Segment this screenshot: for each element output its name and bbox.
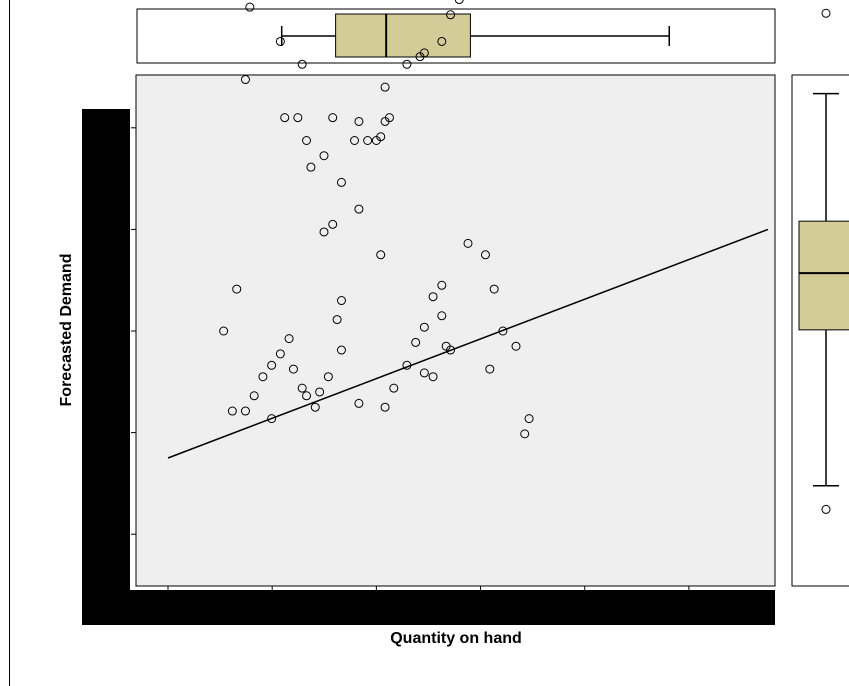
y-axis-title: Forecasted Demand (58, 254, 75, 407)
data-point (363, 136, 373, 145)
data-point (297, 59, 307, 69)
data-point (380, 82, 390, 92)
data-point (249, 391, 259, 401)
right-boxplot (798, 8, 849, 514)
data-point (240, 75, 250, 85)
scatter-points (219, 0, 534, 439)
data-point (402, 360, 412, 370)
data-point (336, 345, 346, 355)
right-outlier-low (821, 504, 831, 514)
top-boxplot (280, 13, 670, 58)
data-point (336, 177, 346, 187)
data-point (380, 116, 390, 126)
frame-left-edge (9, 0, 10, 686)
data-point (245, 2, 255, 12)
data-point (328, 219, 338, 229)
data-point (319, 151, 329, 161)
data-point (380, 402, 390, 412)
plot-area (135, 74, 776, 587)
data-point (227, 406, 237, 416)
data-point (280, 113, 290, 123)
data-point (219, 326, 229, 336)
data-point (402, 59, 412, 69)
data-point (267, 360, 277, 370)
data-point (437, 36, 447, 46)
data-point (288, 364, 298, 374)
data-point (354, 398, 364, 408)
data-point (463, 238, 473, 248)
data-point (389, 383, 399, 393)
data-point (306, 162, 316, 172)
data-point (480, 250, 490, 260)
data-point (232, 284, 242, 294)
y-axis-band (82, 109, 130, 625)
data-point (315, 387, 325, 397)
data-point (411, 337, 421, 347)
top-box (335, 13, 471, 58)
data-point (489, 284, 499, 294)
data-point (297, 383, 307, 393)
data-point (319, 227, 329, 237)
data-point (524, 414, 534, 424)
data-point (323, 372, 333, 382)
data-point (293, 113, 303, 123)
data-point (240, 406, 250, 416)
right-outlier-high (821, 8, 831, 18)
data-point (284, 334, 294, 344)
data-point (328, 113, 338, 123)
x-axis-band (82, 590, 775, 625)
data-point (258, 372, 268, 382)
data-point (415, 52, 425, 62)
data-point (267, 414, 277, 424)
data-point (350, 136, 360, 145)
x-axis-title: Quantity on hand (390, 630, 522, 647)
data-point (354, 116, 364, 126)
data-point (275, 36, 285, 46)
right-boxplot-panel (791, 74, 849, 587)
data-point (376, 132, 386, 142)
data-point (446, 10, 456, 20)
data-point (302, 136, 312, 145)
data-point (437, 280, 447, 290)
right-box (798, 220, 849, 331)
data-point (310, 402, 320, 412)
data-point (376, 250, 386, 260)
data-point (419, 322, 429, 332)
data-point (332, 315, 342, 325)
data-point (437, 311, 447, 321)
data-point (511, 341, 521, 351)
data-point (428, 372, 438, 382)
data-point (485, 364, 495, 374)
data-point (419, 368, 429, 378)
data-point (520, 429, 530, 439)
axis-ticks (131, 127, 690, 591)
data-point (498, 326, 508, 336)
data-point (428, 292, 438, 302)
data-point (454, 0, 464, 5)
data-point (441, 341, 451, 351)
data-point (302, 391, 312, 401)
data-point (336, 296, 346, 306)
data-point (354, 204, 364, 214)
data-point (275, 349, 285, 359)
